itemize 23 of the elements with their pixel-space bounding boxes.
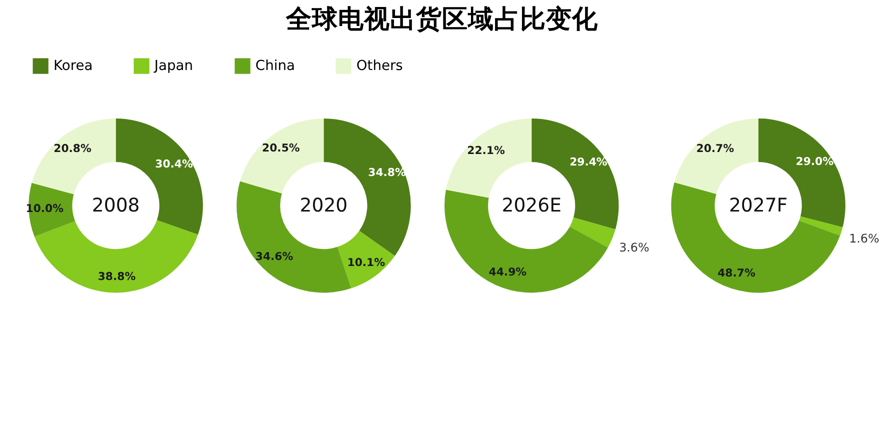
data-label: 29.0% bbox=[796, 154, 834, 168]
chart-title: 全球电视出货区域占比变化 bbox=[285, 4, 600, 34]
legend-label: Japan bbox=[153, 58, 194, 74]
data-label: 34.6% bbox=[255, 250, 294, 263]
slice-label: 2026E bbox=[502, 196, 562, 217]
slice-label: 2008 bbox=[92, 196, 140, 217]
legend-label: China bbox=[255, 58, 295, 74]
legend-label: Others bbox=[356, 58, 403, 74]
data-label: 38.8% bbox=[98, 270, 136, 283]
data-label: 1.6% bbox=[849, 231, 880, 246]
data-label: 20.8% bbox=[54, 142, 92, 155]
slice-label: 2027F bbox=[728, 196, 788, 217]
data-label: 22.1% bbox=[467, 144, 505, 157]
data-label: 30.4% bbox=[155, 157, 193, 170]
slice-label: 2020 bbox=[300, 196, 348, 217]
data-label: 44.9% bbox=[488, 266, 527, 279]
data-label: 20.5% bbox=[262, 142, 300, 155]
data-label: 20.7% bbox=[696, 142, 734, 155]
data-label: 10.1% bbox=[347, 256, 386, 269]
data-label: 29.4% bbox=[570, 156, 608, 169]
data-label: 48.7% bbox=[718, 266, 756, 280]
legend-label: Korea bbox=[53, 58, 93, 74]
data-label: 3.6% bbox=[619, 240, 650, 255]
